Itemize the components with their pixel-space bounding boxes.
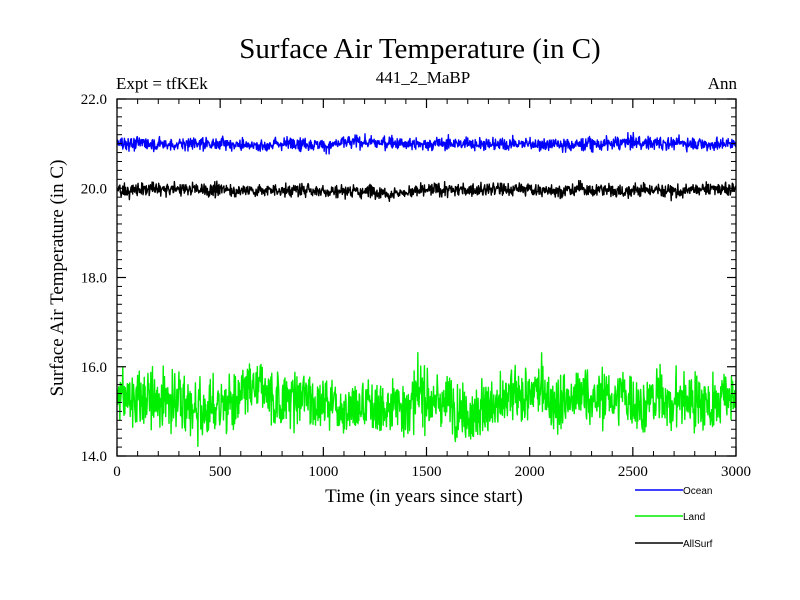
- series-layer: [117, 131, 736, 448]
- run-id-label: 441_2_MaBP: [376, 68, 470, 87]
- legend-label-allsurf: AllSurf: [683, 539, 713, 550]
- y-tick-label: 20.0: [81, 181, 107, 197]
- y-axis-title: Surface Air Temperature (in C): [47, 160, 68, 397]
- y-tick-label: 18.0: [81, 271, 107, 287]
- x-tick-label: 1500: [412, 464, 442, 480]
- x-tick-label: 3000: [721, 464, 751, 480]
- legend-label-land: Land: [683, 512, 705, 523]
- experiment-label: Expt = tfKEk: [116, 74, 208, 93]
- x-tick-label: 500: [209, 464, 232, 480]
- y-tick-label: 16.0: [81, 360, 107, 376]
- x-axis-title: Time (in years since start): [325, 486, 523, 507]
- x-tick-label: 2000: [515, 464, 545, 480]
- season-label: Ann: [708, 74, 738, 93]
- legend-label-ocean: Ocean: [683, 486, 712, 497]
- y-tick-label: 14.0: [81, 449, 107, 465]
- series-line-land: [117, 352, 736, 448]
- x-tick-label: 0: [113, 464, 121, 480]
- x-tick-label: 1000: [308, 464, 338, 480]
- tick-layer: 0 500 1000 1500 2000 2500 3000 14.0 16.0 18.0 20.0…: [81, 92, 751, 480]
- x-tick-label: 2500: [618, 464, 648, 480]
- chart-title: Surface Air Temperature (in C): [239, 33, 600, 65]
- series-line-ocean: [117, 131, 736, 155]
- y-tick-label: 22.0: [81, 92, 107, 108]
- legend: Ocean Land AllSurf: [635, 486, 713, 550]
- series-line-allsurf: [117, 179, 736, 203]
